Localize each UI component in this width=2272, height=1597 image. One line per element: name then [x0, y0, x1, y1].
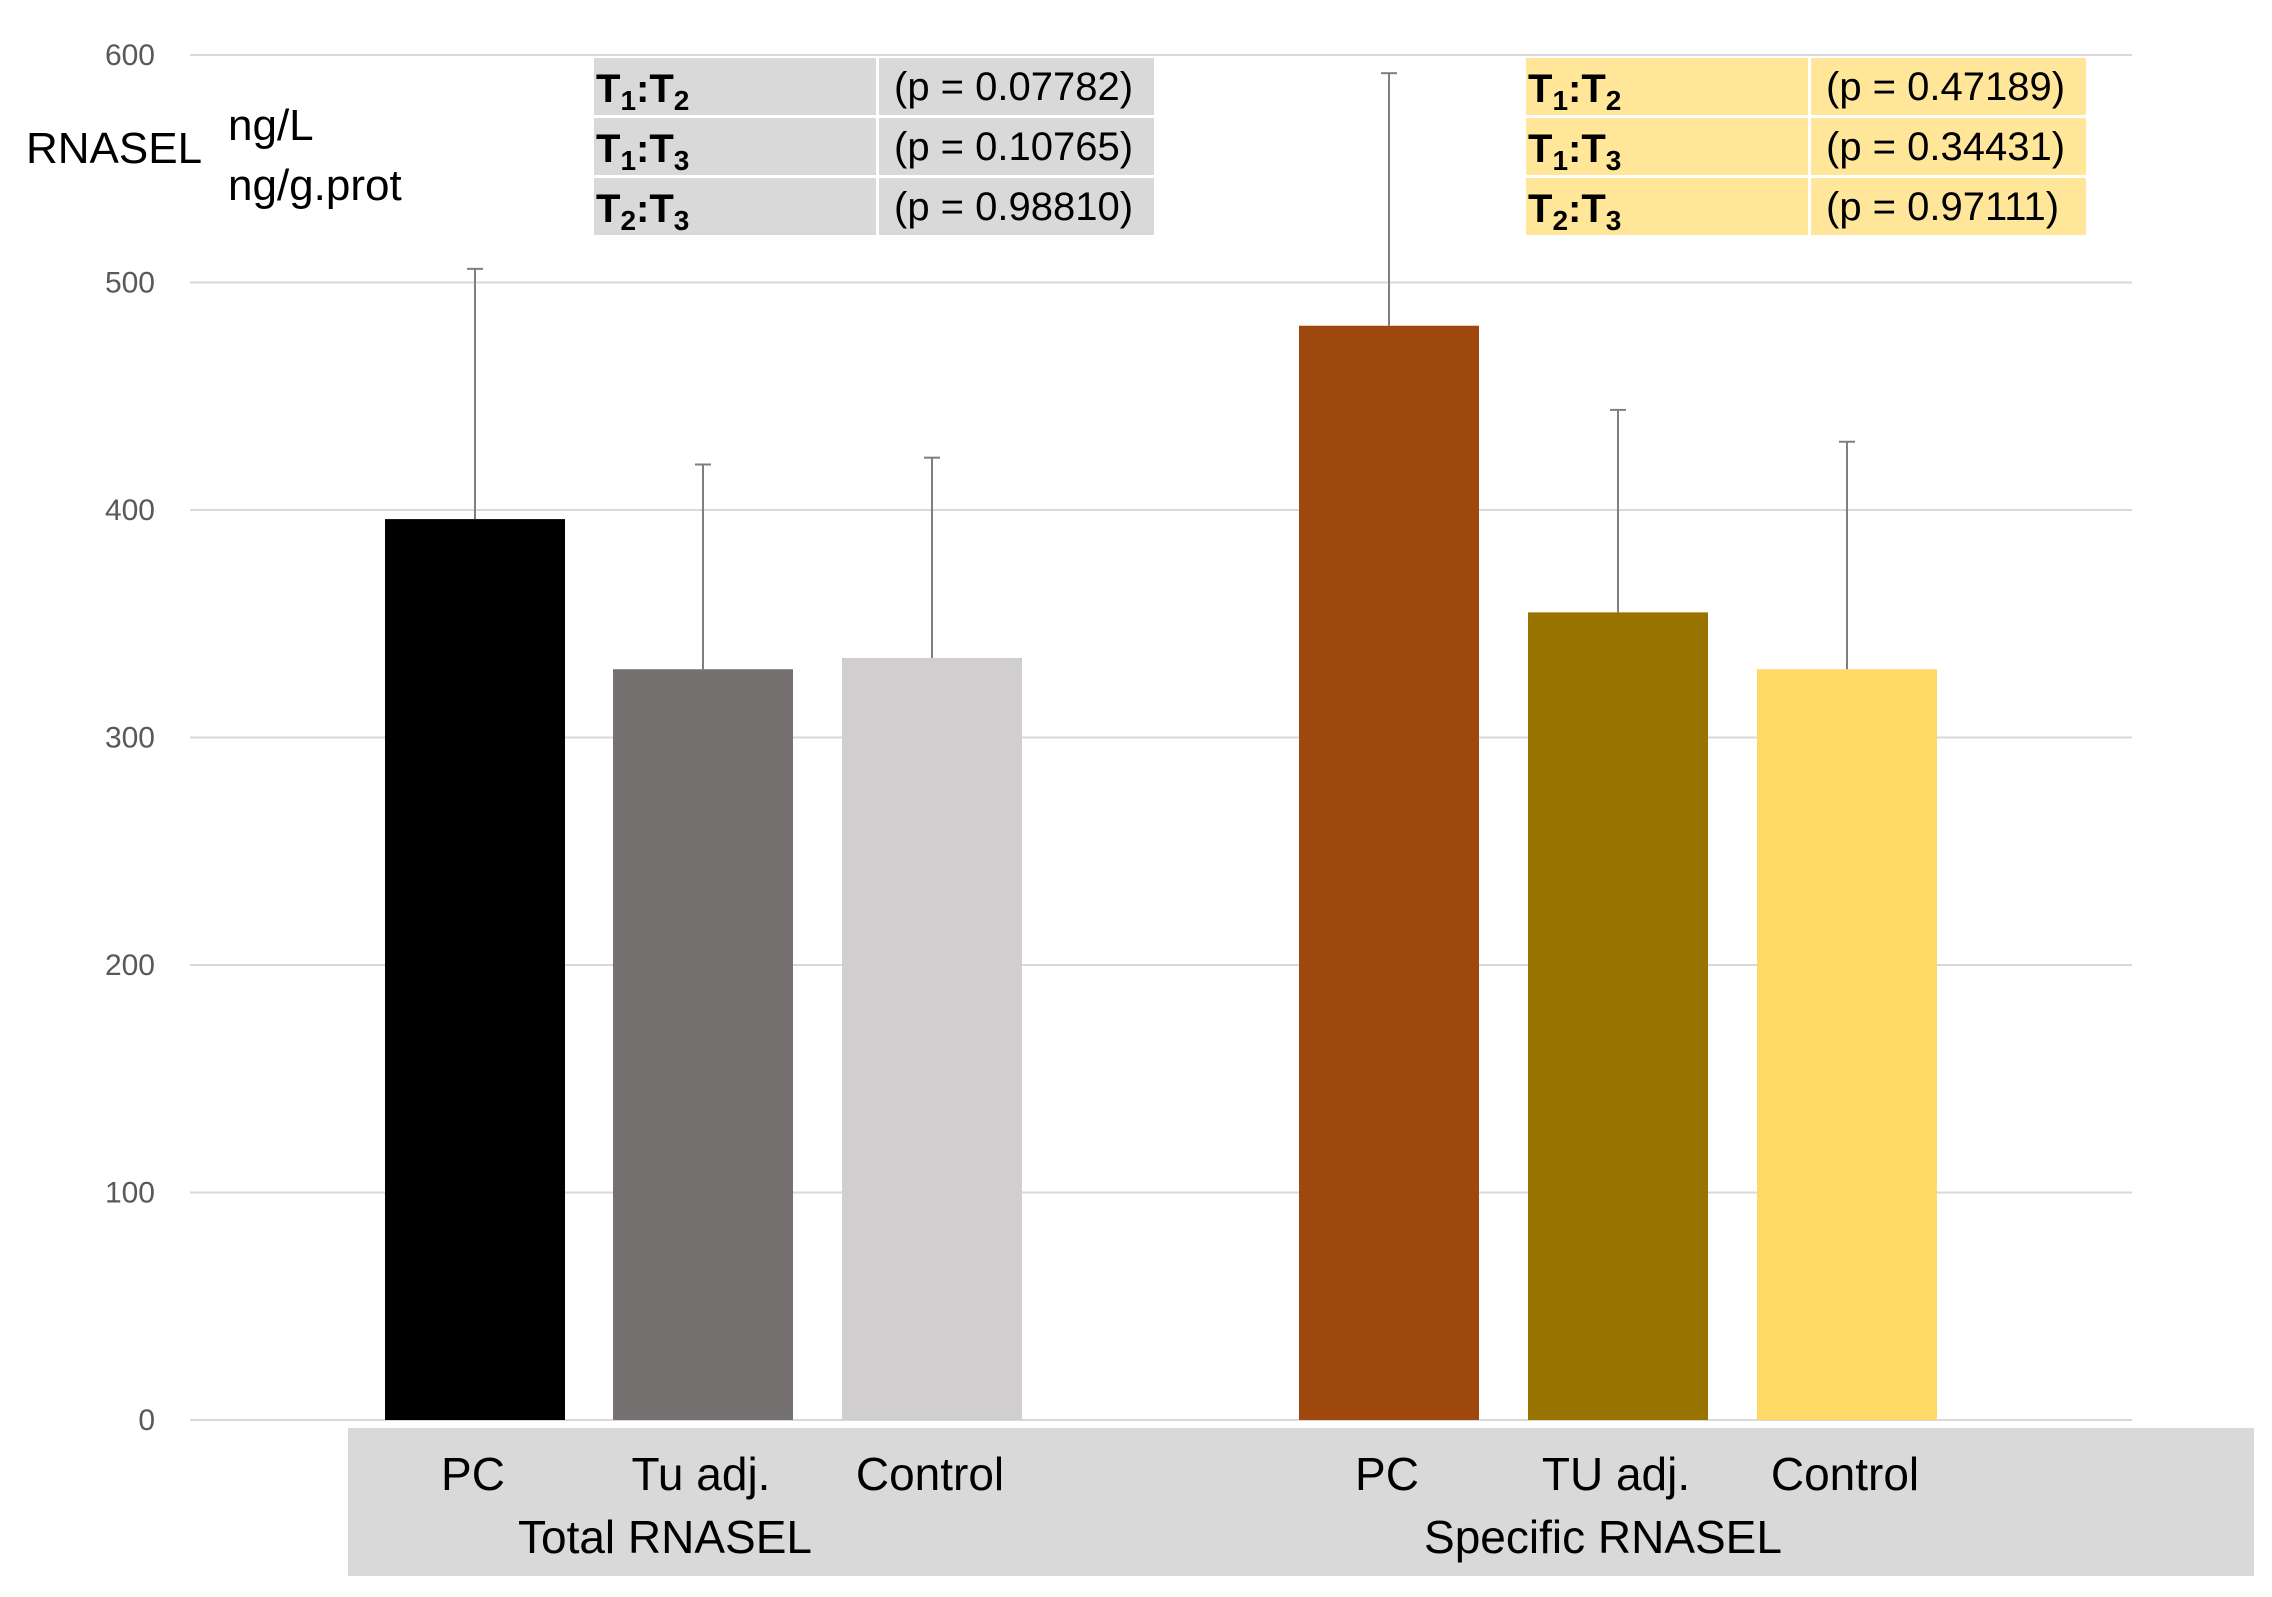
category-label: PC: [1355, 1448, 1419, 1500]
y-axis-unit-1: ng/L: [228, 101, 314, 150]
p-table-cell: [1526, 178, 1808, 235]
p-table-value: (p = 0.34431): [1826, 125, 2065, 169]
y-tick-label: 600: [105, 39, 155, 72]
bar: [385, 519, 565, 1420]
p-table-value: (p = 0.47189): [1826, 65, 2065, 109]
p-table-value: (p = 0.97111): [1826, 185, 2059, 229]
bar: [842, 657, 1022, 1420]
p-table-comparison: T2:T3: [1528, 187, 1621, 236]
category-label: Control: [856, 1448, 1004, 1500]
group-label: Total RNASEL: [518, 1511, 812, 1563]
bar: [1528, 612, 1708, 1420]
p-table-cell: [594, 118, 876, 175]
p-table-cell: [594, 58, 876, 115]
group-label: Specific RNASEL: [1424, 1511, 1782, 1563]
y-tick-label: 200: [105, 949, 155, 982]
p-table-comparison: T1:T2: [1528, 67, 1621, 116]
p-table-cell: [594, 178, 876, 235]
bar: [1299, 325, 1479, 1421]
p-table-cell: [879, 118, 1154, 175]
p-value-table: T1:T2 (p = 0.47189) T1:T3 (p = 0.34431) T2:T…: [1526, 58, 2086, 236]
y-tick-label: 0: [138, 1404, 155, 1437]
p-table-comparison: T1:T2: [596, 67, 689, 116]
y-tick-label: 100: [105, 1177, 155, 1210]
p-table-cell: [1811, 118, 2086, 175]
category-label: PC: [441, 1448, 505, 1500]
y-tick-label: 300: [105, 722, 155, 755]
p-table-comparison: T1:T3: [1528, 127, 1621, 176]
y-axis-unit-2: ng/g.prot: [228, 161, 402, 210]
p-table-cell: [879, 178, 1154, 235]
p-table-cell: [1526, 58, 1808, 115]
y-axis-title: RNASEL: [26, 124, 202, 173]
p-table-comparison: T2:T3: [596, 187, 689, 236]
p-table-value: (p = 0.07782): [894, 65, 1133, 109]
p-table-cell: [1811, 178, 2086, 235]
category-label: TU adj.: [1542, 1448, 1690, 1500]
y-axis-ticks: 0 100 200 300 400 500 600: [105, 39, 155, 1437]
category-label: Control: [1771, 1448, 1919, 1500]
p-table-cell: [1526, 118, 1808, 175]
p-table-cell: [879, 58, 1154, 115]
p-value-table: T1:T2 (p = 0.07782) T1:T3 (p = 0.10765) T2:T…: [594, 58, 1154, 236]
p-table-comparison: T1:T3: [596, 127, 689, 176]
error-bars: [467, 72, 1855, 670]
p-value-tables: T1:T2 (p = 0.07782) T1:T3 (p = 0.10765) T2:T…: [594, 58, 2086, 236]
category-axis-band: [348, 1428, 2254, 1576]
y-tick-label: 500: [105, 267, 155, 300]
y-tick-label: 400: [105, 494, 155, 527]
p-table-cell: [1811, 58, 2086, 115]
p-table-value: (p = 0.98810): [894, 185, 1133, 229]
bar: [613, 669, 793, 1420]
p-table-value: (p = 0.10765): [894, 125, 1133, 169]
bar: [1757, 669, 1937, 1420]
bars: [385, 325, 1937, 1421]
category-label: Tu adj.: [632, 1448, 771, 1500]
